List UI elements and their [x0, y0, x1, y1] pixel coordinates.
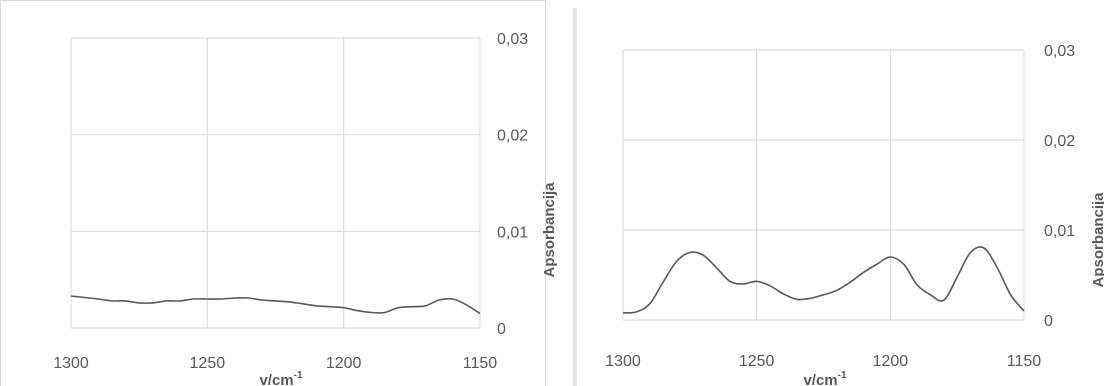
chart-left-gridlines: [70, 37, 481, 329]
chart-left-plot-area: [70, 295, 481, 315]
chart-left-frame: [0, 0, 546, 386]
chart-right-y-tick-label: 0,02: [1044, 133, 1075, 150]
chart-left: 0 0,01 0,02 0,03 1300 1250 1200 1150 v/cm-1 Ap…: [0, 0, 558, 386]
chart-left-y-tick-label: 0,03: [497, 31, 528, 48]
chart-left-x-tick-label: 1200: [326, 355, 362, 372]
chart-left-y-tick-labels: 0 0,01 0,02 0,03: [497, 31, 528, 338]
chart-left-y-tick-label: 0,01: [497, 224, 528, 241]
panel-divider: [573, 8, 577, 386]
chart-left-y-tick-label: 0: [497, 321, 506, 338]
chart-right-y-tick-label: 0: [1044, 313, 1053, 330]
chart-right-y-tick-label: 0,01: [1044, 223, 1075, 240]
chart-left-x-axis-title: v/cm-1: [259, 370, 303, 386]
chart-left-x-tick-label: 1250: [190, 355, 226, 372]
chart-right-y-tick-label: 0,03: [1044, 43, 1075, 60]
chart-left-x-tick-label: 1300: [53, 355, 89, 372]
chart-left-x-tick-label: 1150: [463, 355, 498, 372]
chart-left-series-line-0: [70, 295, 481, 315]
chart-right-x-axis-title: v/cm-1: [803, 370, 847, 386]
chart-right-y-tick-labels: 0 0,01 0,02 0,03: [1044, 43, 1075, 330]
chart-right-x-tick-label: 1300: [605, 353, 641, 370]
chart-right-plot-area: [622, 246, 1025, 314]
chart-right-x-tick-label: 1250: [739, 353, 775, 370]
chart-right-x-tick-label: 1200: [873, 353, 909, 370]
chart-left-y-axis-title: Apsorbancija: [541, 182, 558, 278]
chart-right-series-line-0: [622, 246, 1025, 314]
chart-left-x-tick-labels: 1300 1250 1200 1150: [53, 355, 497, 372]
chart-right-x-tick-labels: 1300 1250 1200 1150: [605, 353, 1041, 370]
chart-right-gridlines: [622, 49, 1025, 321]
chart-left-y-tick-label: 0,02: [497, 128, 528, 145]
chart-right: 0 0,01 0,02 0,03 1300 1250 1200 1150 v/cm-1 Ap…: [605, 43, 1104, 386]
chart-right-x-tick-label: 1150: [1007, 353, 1042, 370]
chart-right-y-axis-title: Apsorbancija: [1090, 192, 1104, 288]
